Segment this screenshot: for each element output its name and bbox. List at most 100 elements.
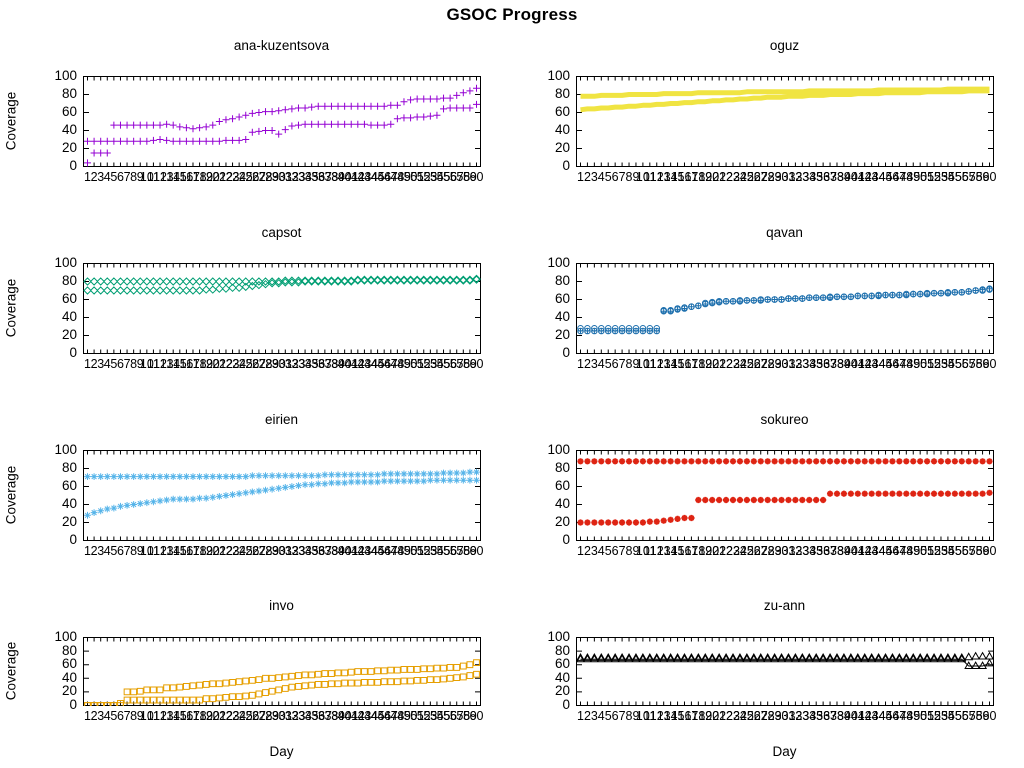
x-tick-label: 14 — [166, 709, 181, 723]
x-tick-label: 31 — [781, 544, 796, 558]
x-tick-label: 28 — [760, 544, 775, 558]
x-tick-label: 14 — [166, 170, 181, 184]
x-tick-label: 31 — [278, 170, 293, 184]
x-tick-label: 33 — [291, 357, 306, 371]
x-tick-label: 55 — [947, 357, 962, 371]
x-tick-label: 41 — [344, 357, 359, 371]
series-markers-sokureo-1 — [577, 458, 993, 465]
y-tick-label: 80 — [554, 273, 570, 288]
x-tick-label: 37 — [317, 544, 332, 558]
x-tick-label: 7 — [618, 170, 626, 184]
x-tick-label: 18 — [691, 170, 706, 184]
series-markers-zu-ann-2 — [576, 654, 994, 670]
x-tick-label: 6 — [116, 170, 124, 184]
x-tick-label: 44 — [364, 709, 378, 723]
x-tick-label: 20 — [205, 544, 220, 558]
x-tick-label: 27 — [251, 170, 266, 184]
subplot-title-qavan: qavan — [766, 225, 803, 240]
x-tick-label: 34 — [298, 544, 313, 558]
x-tick-label: 18 — [192, 357, 207, 371]
x-tick-label: 53 — [423, 709, 438, 723]
x-tick-label: 8 — [625, 170, 633, 184]
series-markers-invo-2 — [84, 670, 480, 706]
x-tick-label: 15 — [172, 544, 187, 558]
y-tick-label: 100 — [547, 68, 570, 83]
x-tick-label: 52 — [927, 357, 941, 371]
x-tick-label: 1 — [577, 544, 584, 558]
x-tick-label: 2 — [583, 544, 591, 558]
x-tick-label: 21 — [212, 709, 227, 723]
x-tick-label: 51 — [410, 544, 425, 558]
x-tick-label: 37 — [823, 357, 837, 371]
x-tick-label: 30 — [271, 357, 286, 371]
x-tick-label: 58 — [456, 544, 471, 558]
y-axis-label: Coverage — [3, 91, 19, 151]
x-tick-label: 18 — [192, 709, 207, 723]
x-tick-label: 36 — [311, 170, 326, 184]
x-tick-label: 54 — [429, 170, 444, 184]
x-tick-label: 44 — [871, 709, 886, 723]
x-tick-label: 48 — [899, 544, 914, 558]
x-tick-label: 55 — [947, 709, 962, 723]
x-tick-label: 39 — [331, 709, 345, 723]
axis-ticks — [83, 76, 481, 167]
x-tick-label: 23 — [726, 170, 740, 184]
y-tick-label: 20 — [61, 327, 77, 342]
x-tick-label: 57 — [449, 544, 464, 558]
x-tick-label: 7 — [123, 709, 131, 723]
y-tick-label: 20 — [61, 140, 77, 155]
x-tick-label: 19 — [199, 357, 214, 371]
y-tick-label: 40 — [61, 669, 77, 685]
x-tick-label: 25 — [739, 357, 754, 371]
x-tick-label: 15 — [172, 709, 187, 723]
x-tick-label: 32 — [284, 170, 299, 184]
x-tick-label: 21 — [212, 544, 227, 558]
y-tick-label: 80 — [554, 460, 570, 475]
x-tick-label: 35 — [304, 709, 319, 723]
y-tick-label: 60 — [61, 291, 77, 306]
x-tick-label: 34 — [802, 170, 817, 184]
y-axis-label: Coverage — [3, 278, 19, 338]
x-tick-label: 29 — [767, 709, 782, 723]
y-tick-label: 20 — [554, 683, 570, 699]
x-tick-label: 29 — [767, 170, 782, 184]
x-tick-label: 42 — [857, 709, 872, 723]
x-tick-label: 31 — [781, 357, 796, 371]
x-tick-label: 47 — [892, 357, 907, 371]
x-tick-label: 16 — [677, 170, 692, 184]
x-tick-label: 57 — [961, 544, 976, 558]
x-tick-label: 26 — [746, 709, 761, 723]
y-tick-label: 100 — [547, 255, 570, 270]
x-tick-label: 25 — [739, 170, 754, 184]
x-tick-label: 37 — [823, 170, 837, 184]
y-tick-label: 20 — [554, 140, 570, 155]
x-tick-label: 40 — [337, 544, 352, 558]
x-tick-label: 37 — [317, 170, 332, 184]
x-tick-label: 51 — [920, 357, 935, 371]
x-tick-label: 46 — [885, 357, 900, 371]
x-tick-label: 19 — [698, 709, 713, 723]
x-tick-label: 11 — [146, 544, 160, 558]
x-tick-label: 48 — [390, 170, 405, 184]
y-tick-label: 60 — [554, 656, 570, 672]
x-tick-label: 44 — [871, 357, 886, 371]
x-tick-label: 19 — [698, 357, 713, 371]
x-tick-label: 5 — [604, 170, 612, 184]
x-tick-label: 7 — [618, 544, 626, 558]
x-tick-label: 12 — [649, 170, 664, 184]
x-tick-label: 29 — [767, 357, 782, 371]
x-tick-label: 56 — [443, 170, 458, 184]
x-tick-label: 36 — [311, 544, 326, 558]
x-tick-label: 41 — [850, 709, 865, 723]
subplot-title-oguz: oguz — [769, 38, 800, 53]
x-tick-label: 30 — [774, 544, 789, 558]
x-tick-label: 3 — [590, 170, 598, 184]
x-tick-label: 3 — [97, 357, 105, 371]
x-tick-label: 1 — [84, 357, 91, 371]
y-tick-label: 40 — [554, 496, 570, 511]
x-tick-label: 2 — [90, 709, 98, 723]
x-tick-label: 26 — [746, 170, 761, 184]
y-tick-label: 100 — [54, 68, 77, 83]
subplot-title-capsot: capsot — [261, 225, 302, 240]
x-tick-label: 36 — [311, 357, 326, 371]
